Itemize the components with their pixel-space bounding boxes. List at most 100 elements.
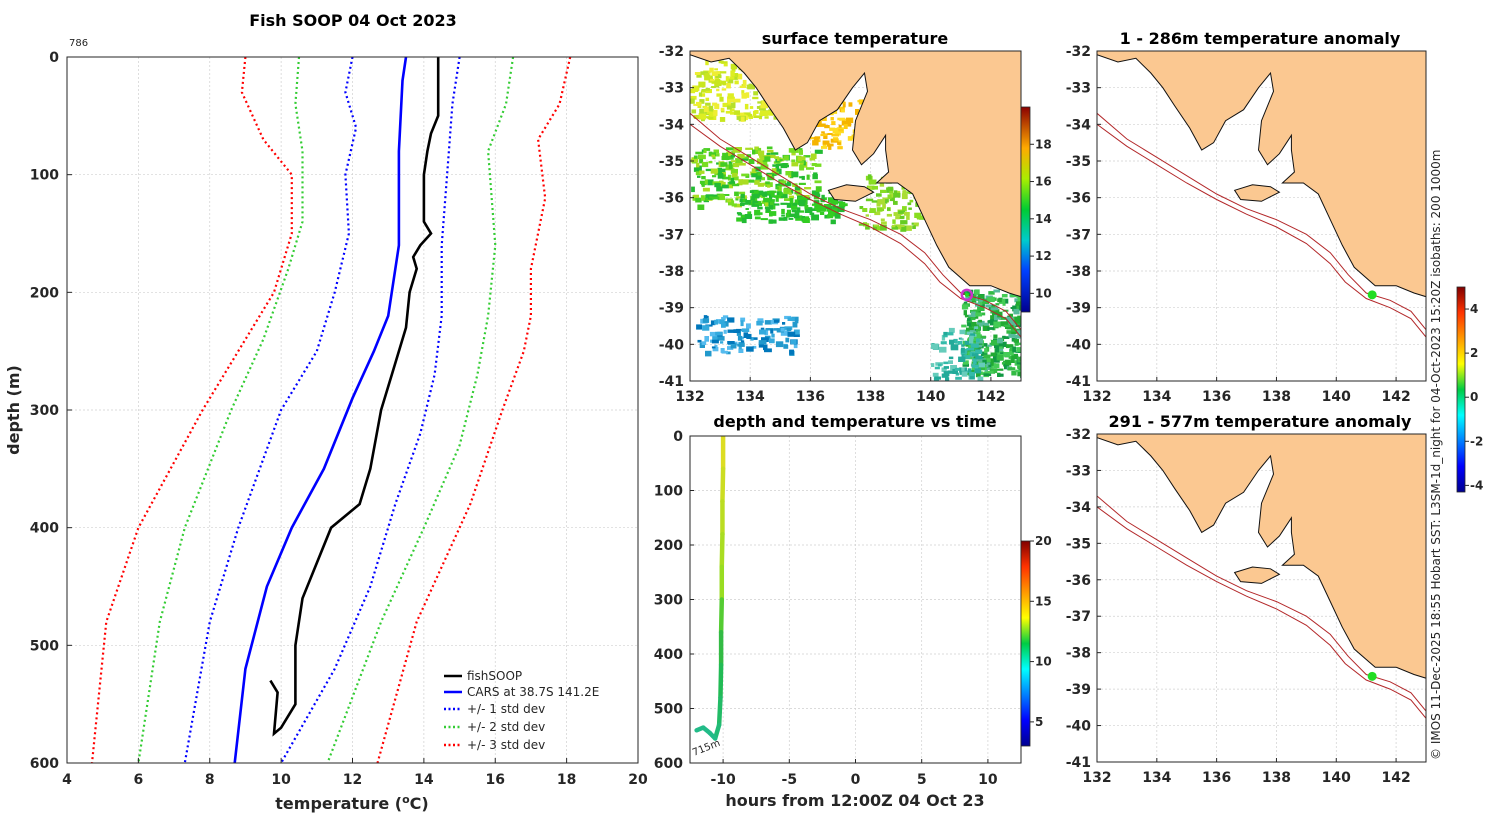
- sst-pixel: [693, 87, 699, 92]
- sst-map-panel: surface temperature 132 134 136 138 140 142 -3…: [659, 29, 1052, 405]
- sst-pixel: [710, 320, 716, 326]
- sst-pixel: [740, 320, 744, 327]
- sst-pixel: [801, 175, 805, 180]
- sst-pixel: [837, 107, 845, 110]
- time-ytick-label: 0: [673, 429, 683, 445]
- sst-pixel: [765, 328, 774, 331]
- sst-pixel: [698, 92, 702, 97]
- sst-pixel: [970, 333, 975, 337]
- sst-pixel: [974, 326, 979, 329]
- sst-pixel: [725, 110, 733, 114]
- station-marker-center: [964, 292, 969, 297]
- sst-pixel: [785, 171, 794, 176]
- sst-pixel: [827, 214, 834, 219]
- map-ytick-label: -33: [1066, 463, 1091, 479]
- sst-pixel: [966, 331, 974, 335]
- sst-pixel: [903, 212, 910, 216]
- sst-pixel: [909, 199, 914, 203]
- sst-pixel: [721, 350, 728, 354]
- sst-pixel: [974, 314, 979, 319]
- map-ytick-label: -38: [1066, 264, 1091, 280]
- sst-pixel: [966, 289, 974, 296]
- sst-pixel: [769, 338, 775, 344]
- sst-pixel: [818, 123, 826, 127]
- sst-pixel: [767, 185, 771, 188]
- sst-pixel: [897, 224, 905, 227]
- sst-pixel: [699, 157, 703, 164]
- sst-pixel: [748, 115, 753, 119]
- map-xtick-label: 136: [796, 389, 825, 405]
- sst-pixel: [990, 315, 995, 321]
- sst-pixel: [784, 183, 791, 187]
- sst-pixel: [982, 359, 987, 364]
- profile-ytick-label: 100: [30, 168, 59, 184]
- map-ytick-label: -40: [1066, 719, 1092, 735]
- sst-pixel: [789, 213, 797, 217]
- sst-pixel: [727, 341, 735, 345]
- anomaly-upper-panel: 1 - 286m temperature anomaly 132 134 136 13…: [1066, 29, 1483, 493]
- sst-pixel: [697, 175, 701, 178]
- sst-pixel: [703, 106, 711, 113]
- sst-pixel: [783, 155, 789, 161]
- sst-pixel: [791, 162, 799, 167]
- sst-pixel: [758, 190, 764, 196]
- sst-pixel: [791, 209, 797, 213]
- sst-pixel: [746, 333, 752, 339]
- sst-pixel: [700, 71, 708, 75]
- sst-pixel: [708, 161, 713, 164]
- sst-pixel: [809, 157, 816, 161]
- sst-pixel: [828, 144, 832, 150]
- sst-pixel: [791, 171, 799, 178]
- sst-pixel: [747, 84, 755, 90]
- kangaroo-island: [1233, 566, 1281, 584]
- sst-pixel: [720, 107, 725, 111]
- time-ytick-label: 200: [654, 538, 683, 554]
- sst-pixel: [1012, 346, 1016, 353]
- sst-pixel: [984, 365, 991, 370]
- sst-map-ticks: 132 134 136 138 140 142 -32 -33 -34 -35 -36 -37 -38 -…: [659, 44, 1006, 405]
- map-ytick-label: -39: [1066, 301, 1091, 317]
- sst-pixel: [827, 197, 833, 203]
- sst-pixel: [964, 372, 972, 375]
- sst-pixel: [736, 330, 741, 336]
- profile-xtick-label: 10: [271, 772, 291, 788]
- sst-pixel: [799, 164, 805, 171]
- sst-pixel: [999, 298, 1006, 304]
- sst-pixel: [975, 358, 982, 363]
- sst-pixel: [804, 187, 812, 190]
- sst-pixel: [757, 147, 762, 152]
- sst-pixel: [723, 329, 727, 334]
- sst-pixel: [712, 175, 717, 178]
- sst-pixel: [717, 336, 725, 341]
- sst-pixel: [995, 346, 1000, 353]
- sst-pixel: [728, 147, 733, 151]
- sst-pixel: [794, 318, 799, 324]
- sst-pixel: [1017, 296, 1021, 303]
- sst-pixel: [704, 74, 710, 81]
- sst-pixel: [732, 147, 741, 153]
- profile-ytick-label: 200: [30, 285, 59, 301]
- sst-pixel: [692, 195, 698, 201]
- sst-pixel: [987, 327, 995, 330]
- map-ytick-label: -32: [1066, 44, 1091, 60]
- map-ytick-label: -34: [1066, 117, 1092, 133]
- sst-pixel: [1017, 364, 1021, 369]
- sst-pixel: [739, 85, 746, 88]
- legend-label-cars: CARS at 38.7S 141.2E: [467, 685, 599, 699]
- sst-pixel: [945, 377, 950, 381]
- sst-pixel: [751, 173, 758, 178]
- sst-pixel: [693, 103, 701, 106]
- sst-pixel: [721, 88, 727, 91]
- sst-pixel: [807, 137, 815, 140]
- sst-pixel: [899, 215, 905, 219]
- sst-pixel: [697, 204, 705, 210]
- sst-pixel: [802, 217, 810, 223]
- legend-label-fishsoop: fishSOOP: [467, 669, 522, 683]
- sst-pixel: [975, 344, 983, 348]
- map-xtick-label: 142: [1381, 770, 1410, 786]
- profile-grid: [66, 56, 639, 764]
- colorbar-tick-label: 0: [1470, 390, 1478, 404]
- sst-pixel: [965, 360, 969, 364]
